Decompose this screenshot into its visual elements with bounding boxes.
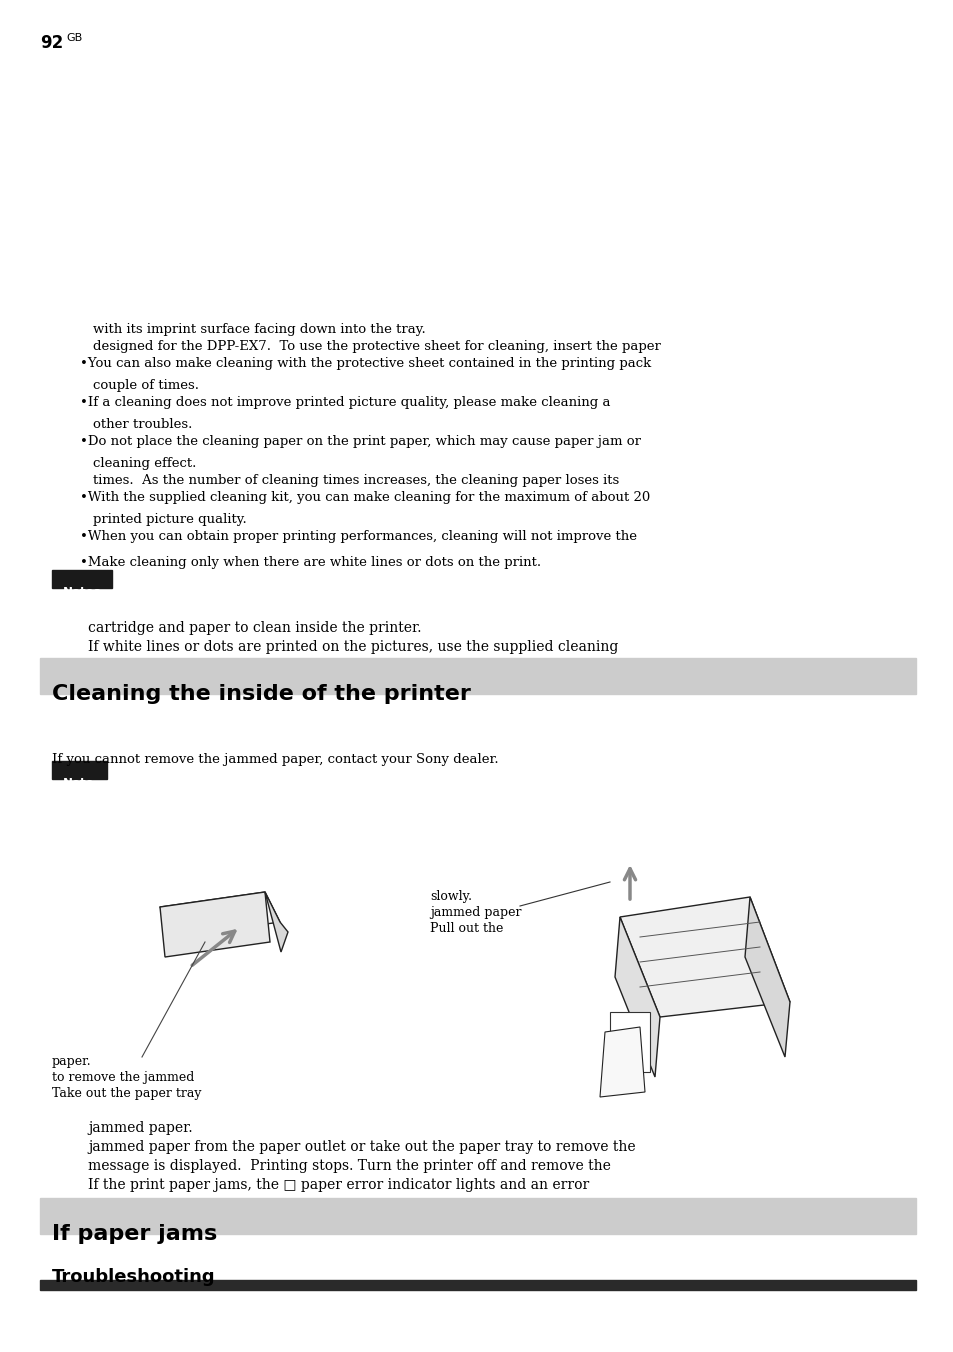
Text: cleaning effect.: cleaning effect.: [92, 457, 196, 470]
Text: times.  As the number of cleaning times increases, the cleaning paper loses its: times. As the number of cleaning times i…: [92, 475, 618, 487]
Text: •You can also make cleaning with the protective sheet contained in the printing : •You can also make cleaning with the pro…: [80, 357, 651, 370]
Text: jammed paper: jammed paper: [430, 906, 521, 919]
Text: If the print paper jams, the □ paper error indicator lights and an error: If the print paper jams, the □ paper err…: [88, 1178, 589, 1192]
Polygon shape: [265, 892, 288, 952]
Text: If you cannot remove the jammed paper, contact your Sony dealer.: If you cannot remove the jammed paper, c…: [52, 753, 498, 767]
Text: designed for the DPP-EX7.  To use the protective sheet for cleaning, insert the : designed for the DPP-EX7. To use the pro…: [92, 339, 660, 353]
Text: with its imprint surface facing down into the tray.: with its imprint surface facing down int…: [92, 323, 425, 337]
Text: •With the supplied cleaning kit, you can make cleaning for the maximum of about : •With the supplied cleaning kit, you can…: [80, 491, 650, 504]
Text: •If a cleaning does not improve printed picture quality, please make cleaning a: •If a cleaning does not improve printed …: [80, 396, 610, 410]
Polygon shape: [619, 896, 789, 1017]
Bar: [40, 1198, 915, 1234]
Text: Cleaning the inside of the printer: Cleaning the inside of the printer: [52, 684, 471, 704]
Text: Note: Note: [63, 777, 94, 790]
Polygon shape: [615, 917, 659, 1078]
Text: printed picture quality.: printed picture quality.: [92, 512, 247, 526]
Text: paper.: paper.: [52, 1055, 91, 1068]
Text: jammed paper from the paper outlet or take out the paper tray to remove the: jammed paper from the paper outlet or ta…: [88, 1140, 635, 1155]
Bar: [52, 571, 112, 588]
Text: •When you can obtain proper printing performances, cleaning will not improve the: •When you can obtain proper printing per…: [80, 530, 637, 544]
Text: •Do not place the cleaning paper on the print paper, which may cause paper jam o: •Do not place the cleaning paper on the …: [80, 435, 640, 448]
Polygon shape: [744, 896, 789, 1057]
Text: cartridge and paper to clean inside the printer.: cartridge and paper to clean inside the …: [88, 621, 421, 635]
Bar: [52, 761, 107, 779]
Text: slowly.: slowly.: [430, 890, 472, 903]
Polygon shape: [599, 1028, 644, 1096]
Text: jammed paper.: jammed paper.: [88, 1121, 193, 1134]
Text: If white lines or dots are printed on the pictures, use the supplied cleaning: If white lines or dots are printed on th…: [88, 639, 618, 654]
Polygon shape: [160, 892, 280, 937]
Bar: [40, 1280, 915, 1290]
Polygon shape: [160, 892, 270, 957]
Text: GB: GB: [66, 32, 82, 43]
Text: couple of times.: couple of times.: [92, 379, 199, 392]
Text: If paper jams: If paper jams: [52, 1224, 217, 1244]
Text: •Make cleaning only when there are white lines or dots on the print.: •Make cleaning only when there are white…: [80, 556, 540, 569]
Text: Pull out the: Pull out the: [430, 922, 503, 936]
Text: Take out the paper tray: Take out the paper tray: [52, 1087, 201, 1101]
Text: Troubleshooting: Troubleshooting: [52, 1268, 215, 1286]
Text: 92: 92: [40, 34, 63, 51]
Text: to remove the jammed: to remove the jammed: [52, 1071, 194, 1084]
Bar: [609, 1013, 649, 1072]
Bar: [40, 658, 915, 694]
Text: message is displayed.  Printing stops. Turn the printer off and remove the: message is displayed. Printing stops. Tu…: [88, 1159, 610, 1174]
Text: Notes: Notes: [63, 585, 101, 599]
Text: other troubles.: other troubles.: [92, 418, 193, 431]
